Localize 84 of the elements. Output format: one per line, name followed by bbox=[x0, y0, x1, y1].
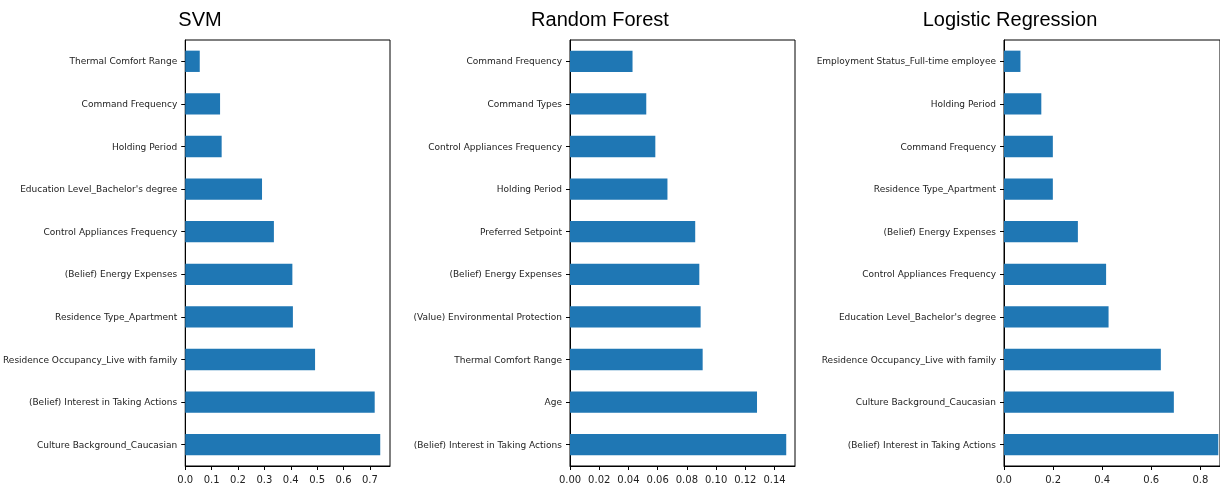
y-tick-label: (Belief) Interest in Taking Actions bbox=[28, 397, 178, 408]
bar bbox=[570, 93, 647, 115]
y-tick-label: (Belief) Interest in Taking Actions bbox=[413, 439, 563, 450]
x-tick-label: 0.0 bbox=[996, 473, 1012, 485]
x-tick-label: 0.3 bbox=[256, 473, 273, 485]
bar bbox=[185, 93, 221, 115]
x-tick-label: 0.12 bbox=[734, 473, 757, 485]
x-tick-label: 0.04 bbox=[617, 473, 640, 485]
bar bbox=[1004, 263, 1107, 285]
bar bbox=[185, 263, 293, 285]
y-tick-label: Education Level_Bachelor's degree bbox=[838, 311, 997, 322]
x-tick-label: 0.4 bbox=[282, 473, 299, 485]
bar bbox=[1004, 391, 1174, 413]
y-tick-label: Control Appliances Frequency bbox=[43, 226, 178, 237]
bar bbox=[1004, 348, 1161, 371]
bar bbox=[1004, 178, 1053, 200]
bar bbox=[185, 306, 293, 328]
x-tick-label: 0.14 bbox=[763, 473, 786, 485]
y-tick-label: (Belief) Interest in Taking Actions bbox=[847, 439, 997, 450]
bar bbox=[185, 50, 200, 72]
x-tick-label: 0.02 bbox=[588, 473, 611, 485]
y-tick-label: Holding Period bbox=[496, 184, 562, 195]
x-tick-label: 0.6 bbox=[1143, 473, 1160, 485]
bar bbox=[570, 348, 703, 371]
y-tick-label: Control Appliances Frequency bbox=[862, 269, 997, 280]
bar bbox=[570, 434, 787, 456]
bar bbox=[1004, 434, 1219, 456]
x-tick-label: 0.1 bbox=[203, 473, 220, 485]
y-tick-label: Residence Type_Apartment bbox=[873, 184, 997, 195]
bar bbox=[185, 348, 316, 371]
x-tick-label: 0.00 bbox=[558, 473, 582, 485]
y-tick-label: Command Frequency bbox=[466, 56, 563, 67]
bar bbox=[1004, 221, 1078, 243]
x-tick-label: 0.5 bbox=[309, 473, 326, 485]
y-tick-label: Culture Background_Caucasian bbox=[855, 397, 996, 408]
bar bbox=[570, 135, 656, 158]
chart-title: Random Forest bbox=[531, 8, 670, 30]
x-tick-label: 0.4 bbox=[1094, 473, 1111, 485]
x-tick-label: 0.0 bbox=[177, 473, 194, 485]
y-tick-label: Holding Period bbox=[930, 98, 996, 109]
bar bbox=[570, 50, 633, 72]
y-tick-label: Education Level_Bachelor's degree bbox=[20, 184, 178, 195]
bar bbox=[570, 178, 668, 200]
y-tick-label: Residence Occupancy_Live with family bbox=[821, 354, 997, 365]
bar bbox=[570, 221, 696, 243]
bar bbox=[185, 391, 375, 413]
bar bbox=[1004, 306, 1109, 328]
y-tick-label: Culture Background_Caucasian bbox=[37, 439, 178, 450]
bar bbox=[1004, 50, 1021, 72]
bar bbox=[570, 391, 758, 413]
x-tick-label: 0.8 bbox=[1192, 473, 1209, 485]
x-tick-label: 0.06 bbox=[646, 473, 669, 485]
x-tick-label: 0.2 bbox=[230, 473, 246, 485]
bar bbox=[185, 178, 263, 200]
y-tick-label: (Belief) Energy Expenses bbox=[883, 226, 997, 237]
bar bbox=[185, 434, 381, 456]
y-tick-label: (Value) Environmental Protection bbox=[413, 311, 562, 322]
y-tick-label: Control Appliances Frequency bbox=[428, 141, 563, 152]
y-tick-label: Holding Period bbox=[111, 141, 178, 152]
y-tick-label: Preferred Setpoint bbox=[480, 226, 563, 237]
x-tick-label: 0.6 bbox=[335, 473, 352, 485]
bar bbox=[570, 306, 701, 328]
y-tick-label: Command Frequency bbox=[900, 141, 997, 152]
bar bbox=[1004, 135, 1053, 158]
chart-title: Logistic Regression bbox=[922, 8, 1098, 30]
y-tick-label: (Belief) Energy Expenses bbox=[64, 269, 178, 280]
x-tick-label: 0.2 bbox=[1045, 473, 1062, 485]
bar bbox=[185, 221, 274, 243]
bar bbox=[570, 263, 700, 285]
y-tick-label: Residence Occupancy_Live with family bbox=[2, 354, 178, 365]
y-tick-label: Age bbox=[544, 397, 563, 408]
bar bbox=[1004, 93, 1042, 115]
x-tick-label: 0.10 bbox=[704, 473, 728, 485]
x-tick-label: 0.08 bbox=[675, 473, 699, 485]
y-tick-label: Employment Status_Full-time employee bbox=[816, 56, 997, 67]
y-tick-label: Residence Type_Apartment bbox=[55, 311, 178, 322]
y-tick-label: Command Types bbox=[487, 98, 563, 109]
bar bbox=[185, 135, 222, 158]
y-tick-label: Thermal Comfort Range bbox=[68, 56, 178, 67]
y-tick-label: (Belief) Energy Expenses bbox=[449, 269, 563, 280]
chart-title: SVM bbox=[178, 8, 222, 30]
y-tick-label: Command Frequency bbox=[81, 98, 178, 109]
y-tick-label: Thermal Comfort Range bbox=[453, 354, 563, 365]
x-tick-label: 0.7 bbox=[361, 473, 378, 485]
